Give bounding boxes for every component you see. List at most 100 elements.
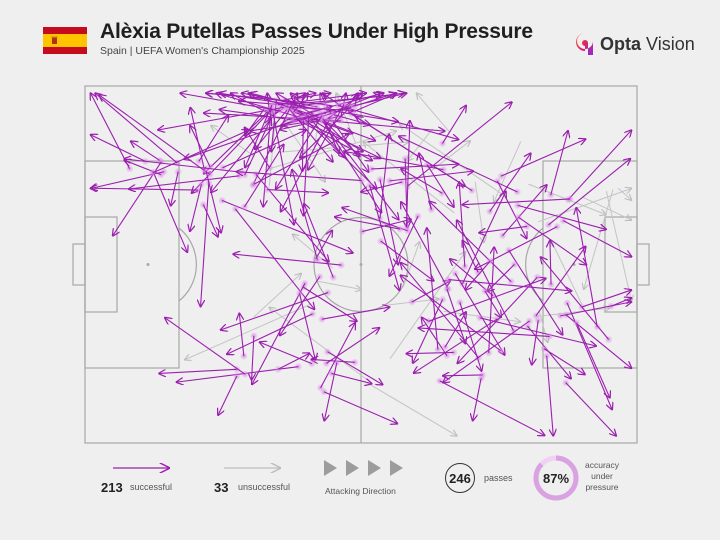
left-penalty-arc (178, 227, 197, 302)
successful-passes (91, 93, 632, 436)
successful-pass-179 (227, 313, 313, 354)
successful-pass-201 (323, 391, 397, 424)
successful-pass-67 (289, 109, 333, 162)
successful-pass-182 (221, 292, 329, 330)
page-subtitle: Spain | UEFA Women's Championship 2025 (100, 45, 305, 57)
centre-spot (359, 263, 363, 266)
successful-pass-130 (401, 263, 480, 359)
successful-pass-200 (239, 313, 245, 357)
successful-pass-195 (252, 335, 254, 380)
successful-pass-81 (99, 95, 211, 176)
successful-pass-183 (280, 276, 321, 336)
unsuccessful-pass-23 (363, 380, 457, 436)
successful-pass-212 (565, 382, 616, 436)
successful-pass-99 (205, 170, 221, 233)
successful-pass-74 (91, 93, 131, 169)
unsuccessful-count: 33 (214, 480, 229, 495)
unsuccessful-pass-11 (474, 181, 484, 243)
unsuccessful-pass-7 (407, 128, 433, 161)
successful-pass-176 (233, 254, 342, 266)
successful-pass-88 (190, 126, 211, 168)
successful-pass-186 (321, 307, 390, 320)
successful-pass-174 (550, 240, 551, 285)
successful-pass-72 (276, 115, 323, 189)
successful-pass-206 (576, 208, 598, 328)
unsuccessful-pass-18 (537, 188, 631, 223)
brand-name: Opta (600, 33, 642, 54)
successful-pass-112 (379, 134, 389, 219)
successful-pass-58 (289, 107, 353, 110)
successful-pass-145 (429, 201, 512, 282)
successful-pass-120 (389, 171, 474, 182)
successful-pass-108 (335, 217, 401, 230)
successful-pass-181 (303, 286, 356, 321)
successful-pass-141 (406, 352, 454, 353)
right-goal (636, 243, 650, 286)
successful-pass-196 (165, 318, 246, 375)
successful-pass-202 (418, 328, 550, 338)
successful-pass-113 (407, 102, 511, 187)
left-penalty-spot (146, 263, 150, 266)
successful-pass-93 (129, 175, 240, 189)
successful-pass-64 (248, 93, 321, 119)
successful-pass-24 (322, 119, 399, 219)
successful-pass-149 (496, 180, 526, 239)
successful-pass-106 (362, 219, 411, 233)
brand-product: Vision (646, 33, 695, 54)
successful-pass-177 (311, 359, 355, 362)
successful-pass-50 (271, 109, 293, 225)
unsuccessful-pass-8 (399, 124, 505, 196)
successful-pass-56 (355, 93, 358, 107)
successful-pass-210 (541, 257, 609, 340)
spain-flag-icon (43, 27, 87, 54)
successful-pass-139 (414, 318, 498, 373)
successful-pass-205 (560, 302, 631, 317)
successful-pass-146 (550, 131, 568, 196)
successful-pass-31 (322, 120, 382, 213)
left-penalty-area (84, 160, 180, 369)
attacking-direction-arrows (324, 460, 403, 476)
unsuccessful-pass-22 (582, 196, 632, 220)
successful-pass-109 (442, 106, 467, 144)
successful-pass-157 (356, 117, 473, 192)
successful-pass-8 (204, 111, 269, 174)
successful-pass-100 (190, 184, 202, 231)
successful-pass-101 (244, 118, 271, 176)
successful-pass-134 (459, 182, 466, 267)
successful-pass-172 (489, 153, 531, 212)
successful-pass-73 (91, 135, 146, 162)
successful-pass-33 (290, 93, 404, 108)
successful-pass-153 (501, 139, 585, 177)
successful-pass-152 (457, 220, 514, 331)
successful-pass-46 (333, 114, 370, 125)
successful-pass-126 (439, 380, 545, 436)
successful-pass-163 (502, 185, 547, 236)
page-title: Alèxia Putellas Passes Under High Pressu… (100, 20, 533, 43)
successful-pass-117 (236, 172, 362, 182)
successful-pass-175 (465, 260, 491, 290)
successful-pass-102 (124, 159, 242, 173)
opta-logo-icon (576, 33, 593, 55)
successful-pass-135 (446, 288, 465, 344)
successful-pass-147 (562, 220, 631, 257)
successful-pass-132 (401, 202, 449, 290)
successful-pass-192 (260, 342, 313, 365)
attacking-direction-label: Attacking Direction (325, 486, 396, 496)
successful-pass-171 (479, 317, 596, 346)
successful-pass-128 (443, 375, 483, 376)
successful-pass-211 (543, 348, 585, 375)
successful-pass-129 (413, 299, 444, 364)
successful-pass-75 (131, 141, 161, 161)
successful-pass-148 (548, 159, 631, 226)
successful-pass-122 (379, 179, 398, 264)
successful-pass-160 (487, 264, 515, 291)
successful-pass-193 (159, 368, 237, 373)
successful-pass-85 (152, 130, 249, 174)
unsuccessful-pass-12 (431, 141, 471, 171)
unsuccessful-pass-9 (494, 141, 522, 202)
unsuccessful-pass-21 (551, 240, 583, 305)
successful-pass-207 (546, 355, 554, 436)
accuracy-label: accuracy under pressure (584, 460, 619, 492)
unsuccessful-pass-15 (536, 308, 609, 318)
